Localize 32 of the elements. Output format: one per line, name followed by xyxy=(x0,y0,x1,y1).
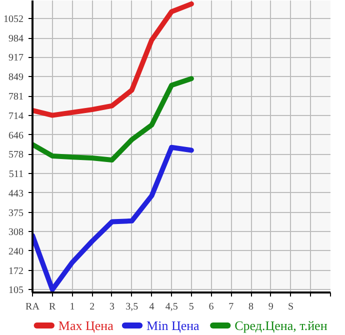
x-tick-label: 3 xyxy=(109,302,114,312)
y-tick-label: 646 xyxy=(8,130,24,142)
y-tick-label: 172 xyxy=(8,266,24,277)
x-tick-label: 5 xyxy=(188,302,194,312)
y-tick-label: 511 xyxy=(8,168,24,180)
legend-label: Сред.Цена, т.йен xyxy=(234,318,328,333)
x-tick-label: 8 xyxy=(248,302,254,312)
x-tick-label: 9 xyxy=(268,302,274,312)
x-tick-label: S xyxy=(288,302,294,312)
y-tick-label: 578 xyxy=(8,150,24,161)
y-tick-label: 443 xyxy=(8,188,24,200)
y-tick-label: 714 xyxy=(8,110,24,122)
x-tick-label: 4,5 xyxy=(165,302,178,312)
y-tick-label: 240 xyxy=(8,246,24,258)
x-tick-label: 7 xyxy=(228,302,234,312)
y-tick-label: 105 xyxy=(8,285,24,296)
y-tick-label: 849 xyxy=(8,72,24,84)
y-tick-label: 917 xyxy=(8,52,24,64)
x-tick-label: 2 xyxy=(90,302,95,312)
x-tick-label: 1 xyxy=(70,302,75,312)
x-tick-label: R xyxy=(49,302,56,312)
y-tick-label: 781 xyxy=(8,92,24,103)
legend-label: Min Цена xyxy=(146,318,200,333)
x-tick-label: 3,5 xyxy=(126,302,138,312)
y-tick-label: 984 xyxy=(8,34,24,44)
legend-label: Max Цена xyxy=(58,318,114,333)
x-tick-label: 6 xyxy=(208,302,214,312)
x-tick-label: RA xyxy=(26,302,40,312)
y-tick-label: 1052 xyxy=(4,14,24,26)
y-tick-label: 308 xyxy=(8,227,24,238)
x-tick-label: 4 xyxy=(149,302,154,312)
y-tick-label: 375 xyxy=(8,208,24,219)
